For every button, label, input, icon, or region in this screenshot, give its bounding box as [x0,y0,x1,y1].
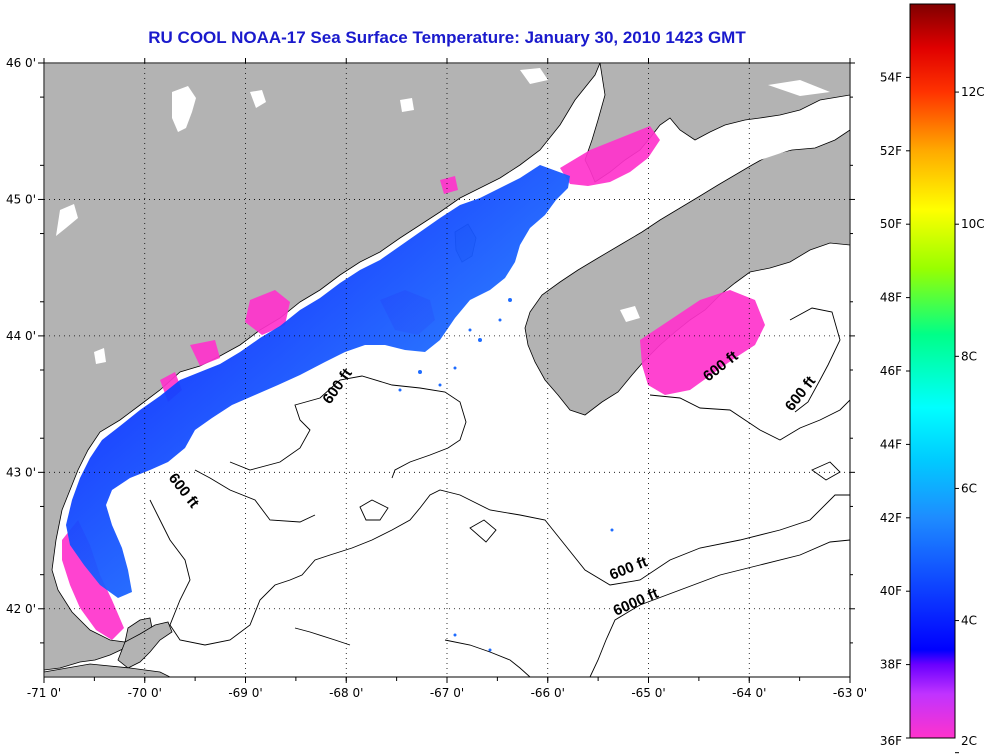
lon-tick-label: -64 0' [732,686,766,700]
lon-tick-label: -68 0' [329,686,363,700]
colorbar-f-label: 52F [880,144,902,158]
colorbar-c-label: 12C [961,85,984,99]
land-cape-cod [117,621,173,669]
colorbar-c-labels: 12C 10C 8C 6C 4C 2C [961,85,984,748]
colorbar-c-label: 2C [961,734,977,748]
colorbar-c-label: 10C [961,217,984,231]
colorbar-f-label: 36F [880,734,902,748]
colorbar-f-label: 50F [880,217,902,231]
colorbar-f-label: 48F [880,291,902,305]
land-islands [44,663,171,677]
colorbar-f-label: 40F [880,584,902,598]
depth-contours [149,307,850,677]
lat-tick-label: 46 0' [6,56,36,70]
sst-cold-band [66,165,570,598]
lon-tick-labels: -71 0' -70 0' -69 0' -68 0' -67 0' -66 0' -65 … [27,686,867,700]
colorbar-f-label: 42F [880,511,902,525]
land-nova-scotia [524,95,850,416]
colorbar-c-label: 4C [961,614,977,628]
lon-tick-label: -70 0' [128,686,162,700]
lon-tick-label: -71 0' [27,686,61,700]
lon-tick-label: -66 0' [531,686,565,700]
lon-tick-label: -65 0' [631,686,665,700]
colorbar-c-label: 8C [961,349,977,363]
lat-tick-label: 42 0' [6,602,36,616]
colorbar-f-label: 44F [880,437,902,451]
colorbar-c-label: 6C [961,481,977,495]
lakes [56,68,830,364]
lon-tick-label: -69 0' [228,686,262,700]
colorbar-f-label: 54F [880,70,902,84]
lon-tick-label: -63 0' [833,686,867,700]
lat-tick-label: 44 0' [6,329,36,343]
colorbar-ticks [906,76,959,754]
colorbar-f-label: 38F [880,658,902,672]
lon-tick-label: -67 0' [430,686,464,700]
frame-ticks [38,58,855,683]
colorbar-f-label: 46F [880,364,902,378]
lat-tick-label: 43 0' [6,465,36,479]
colorbar-f-labels: 54F 52F 50F 48F 46F 44F 42F 40F 38F 36F [880,70,902,748]
lat-tick-label: 45 0' [6,192,36,206]
map-title: RU COOL NOAA-17 Sea Surface Temperature:… [148,28,746,47]
sst-speckles [398,298,614,652]
lat-tick-labels: 46 0' 45 0' 44 0' 43 0' 42 0' [6,56,36,616]
land-new-england [44,63,601,671]
colorbar [909,3,956,739]
